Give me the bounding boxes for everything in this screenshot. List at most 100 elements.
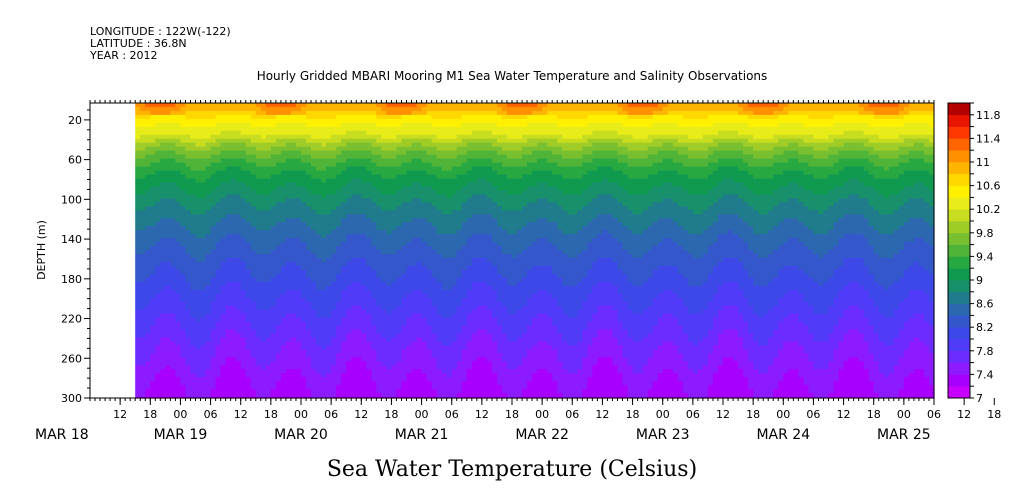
- heatmap-cell: [411, 385, 418, 390]
- heatmap-cell: [160, 297, 166, 303]
- heatmap-cell: [295, 381, 302, 386]
- heatmap-cell: [185, 250, 192, 255]
- heatmap-cell: [396, 150, 403, 156]
- heatmap-cell: [165, 265, 171, 271]
- heatmap-cell: [401, 246, 408, 251]
- heatmap-cell: [225, 134, 232, 140]
- heatmap-cell: [391, 365, 398, 370]
- heatmap-cell: [461, 325, 468, 331]
- heatmap-cell: [265, 257, 272, 263]
- heatmap-cell: [446, 122, 453, 128]
- heatmap-cell: [361, 293, 367, 299]
- heatmap-cell: [185, 273, 192, 279]
- heatmap-cell: [421, 134, 428, 140]
- heatmap-cell: [150, 162, 156, 168]
- heatmap-cell: [331, 313, 337, 319]
- heatmap-cell: [230, 333, 237, 339]
- heatmap-cell: [200, 281, 207, 287]
- heatmap-cell: [411, 226, 418, 231]
- heatmap-cell: [306, 381, 312, 386]
- heatmap-cell: [376, 333, 382, 339]
- heatmap-cell: [331, 289, 337, 295]
- heatmap-cell: [356, 289, 362, 295]
- heatmap-cell: [250, 325, 257, 331]
- heatmap-cell: [306, 317, 312, 323]
- heatmap-cell: [170, 377, 176, 382]
- heatmap-cell: [215, 190, 222, 195]
- heatmap-cell: [426, 126, 433, 132]
- heatmap-cell: [245, 202, 252, 207]
- heatmap-cell: [265, 313, 272, 319]
- heatmap-cell: [416, 190, 423, 195]
- heatmap-cell: [371, 166, 377, 172]
- heatmap-cell: [416, 130, 423, 136]
- heatmap-cell: [326, 261, 332, 267]
- heatmap-cell: [406, 138, 413, 144]
- heatmap-cell: [190, 210, 197, 215]
- heatmap-cell: [255, 246, 262, 251]
- heatmap-cell: [456, 182, 463, 188]
- heatmap-cell: [240, 246, 247, 251]
- heatmap-cell: [190, 377, 197, 382]
- heatmap-cell: [205, 353, 212, 358]
- heatmap-cell: [376, 261, 382, 267]
- heatmap-cell: [386, 194, 393, 199]
- heatmap-cell: [260, 114, 267, 120]
- heatmap-cell: [220, 265, 227, 271]
- heatmap-cell: [185, 106, 192, 112]
- heatmap-cell: [461, 345, 468, 350]
- heatmap-cell: [140, 365, 146, 370]
- heatmap-cell: [311, 106, 317, 112]
- heatmap-cell: [391, 246, 398, 251]
- heatmap-cell: [341, 178, 347, 184]
- heatmap-cell: [321, 281, 327, 287]
- heatmap-cell: [391, 154, 398, 160]
- heatmap-cell: [180, 309, 187, 315]
- heatmap-cell: [401, 214, 408, 219]
- heatmap-cell: [230, 345, 237, 350]
- heatmap-cell: [406, 293, 413, 299]
- heatmap-cell: [290, 110, 297, 116]
- heatmap-cell: [436, 269, 443, 275]
- heatmap-cell: [426, 361, 433, 366]
- heatmap-cell: [180, 178, 187, 184]
- heatmap-cell: [451, 122, 458, 128]
- heatmap-cell: [346, 114, 352, 120]
- heatmap-cell: [140, 293, 146, 299]
- heatmap-cell: [270, 218, 277, 223]
- heatmap-cell: [301, 126, 307, 132]
- heatmap-cell: [295, 138, 302, 144]
- heatmap-cell: [210, 242, 217, 247]
- heatmap-cell: [195, 246, 202, 251]
- heatmap-cell: [180, 146, 187, 152]
- heatmap-cell: [341, 293, 347, 299]
- heatmap-cell: [250, 114, 257, 120]
- heatmap-cell: [426, 146, 433, 152]
- heatmap-cell: [145, 357, 151, 362]
- heatmap-cell: [190, 154, 197, 160]
- heatmap-cell: [416, 230, 423, 235]
- heatmap-cell: [306, 242, 312, 247]
- heatmap-cell: [220, 389, 227, 394]
- heatmap-cell: [145, 154, 151, 160]
- heatmap-cell: [426, 158, 433, 164]
- heatmap-cell: [311, 321, 317, 327]
- heatmap-cell: [205, 103, 212, 108]
- heatmap-cell: [316, 202, 322, 207]
- heatmap-cell: [366, 190, 372, 195]
- heatmap-cell: [155, 214, 161, 219]
- heatmap-cell: [280, 158, 287, 164]
- heatmap-cell: [351, 301, 357, 307]
- heatmap-cell: [155, 110, 161, 116]
- heatmap-cell: [150, 174, 156, 180]
- heatmap-cell: [245, 289, 252, 295]
- heatmap-cell: [426, 345, 433, 350]
- heatmap-cell: [245, 174, 252, 180]
- heatmap-cell: [290, 250, 297, 255]
- heatmap-cell: [346, 162, 352, 168]
- heatmap-cell: [235, 301, 242, 307]
- heatmap-cell: [361, 261, 367, 267]
- heatmap-cell: [431, 265, 438, 271]
- heatmap-cell: [205, 293, 212, 299]
- heatmap-cell: [381, 150, 387, 156]
